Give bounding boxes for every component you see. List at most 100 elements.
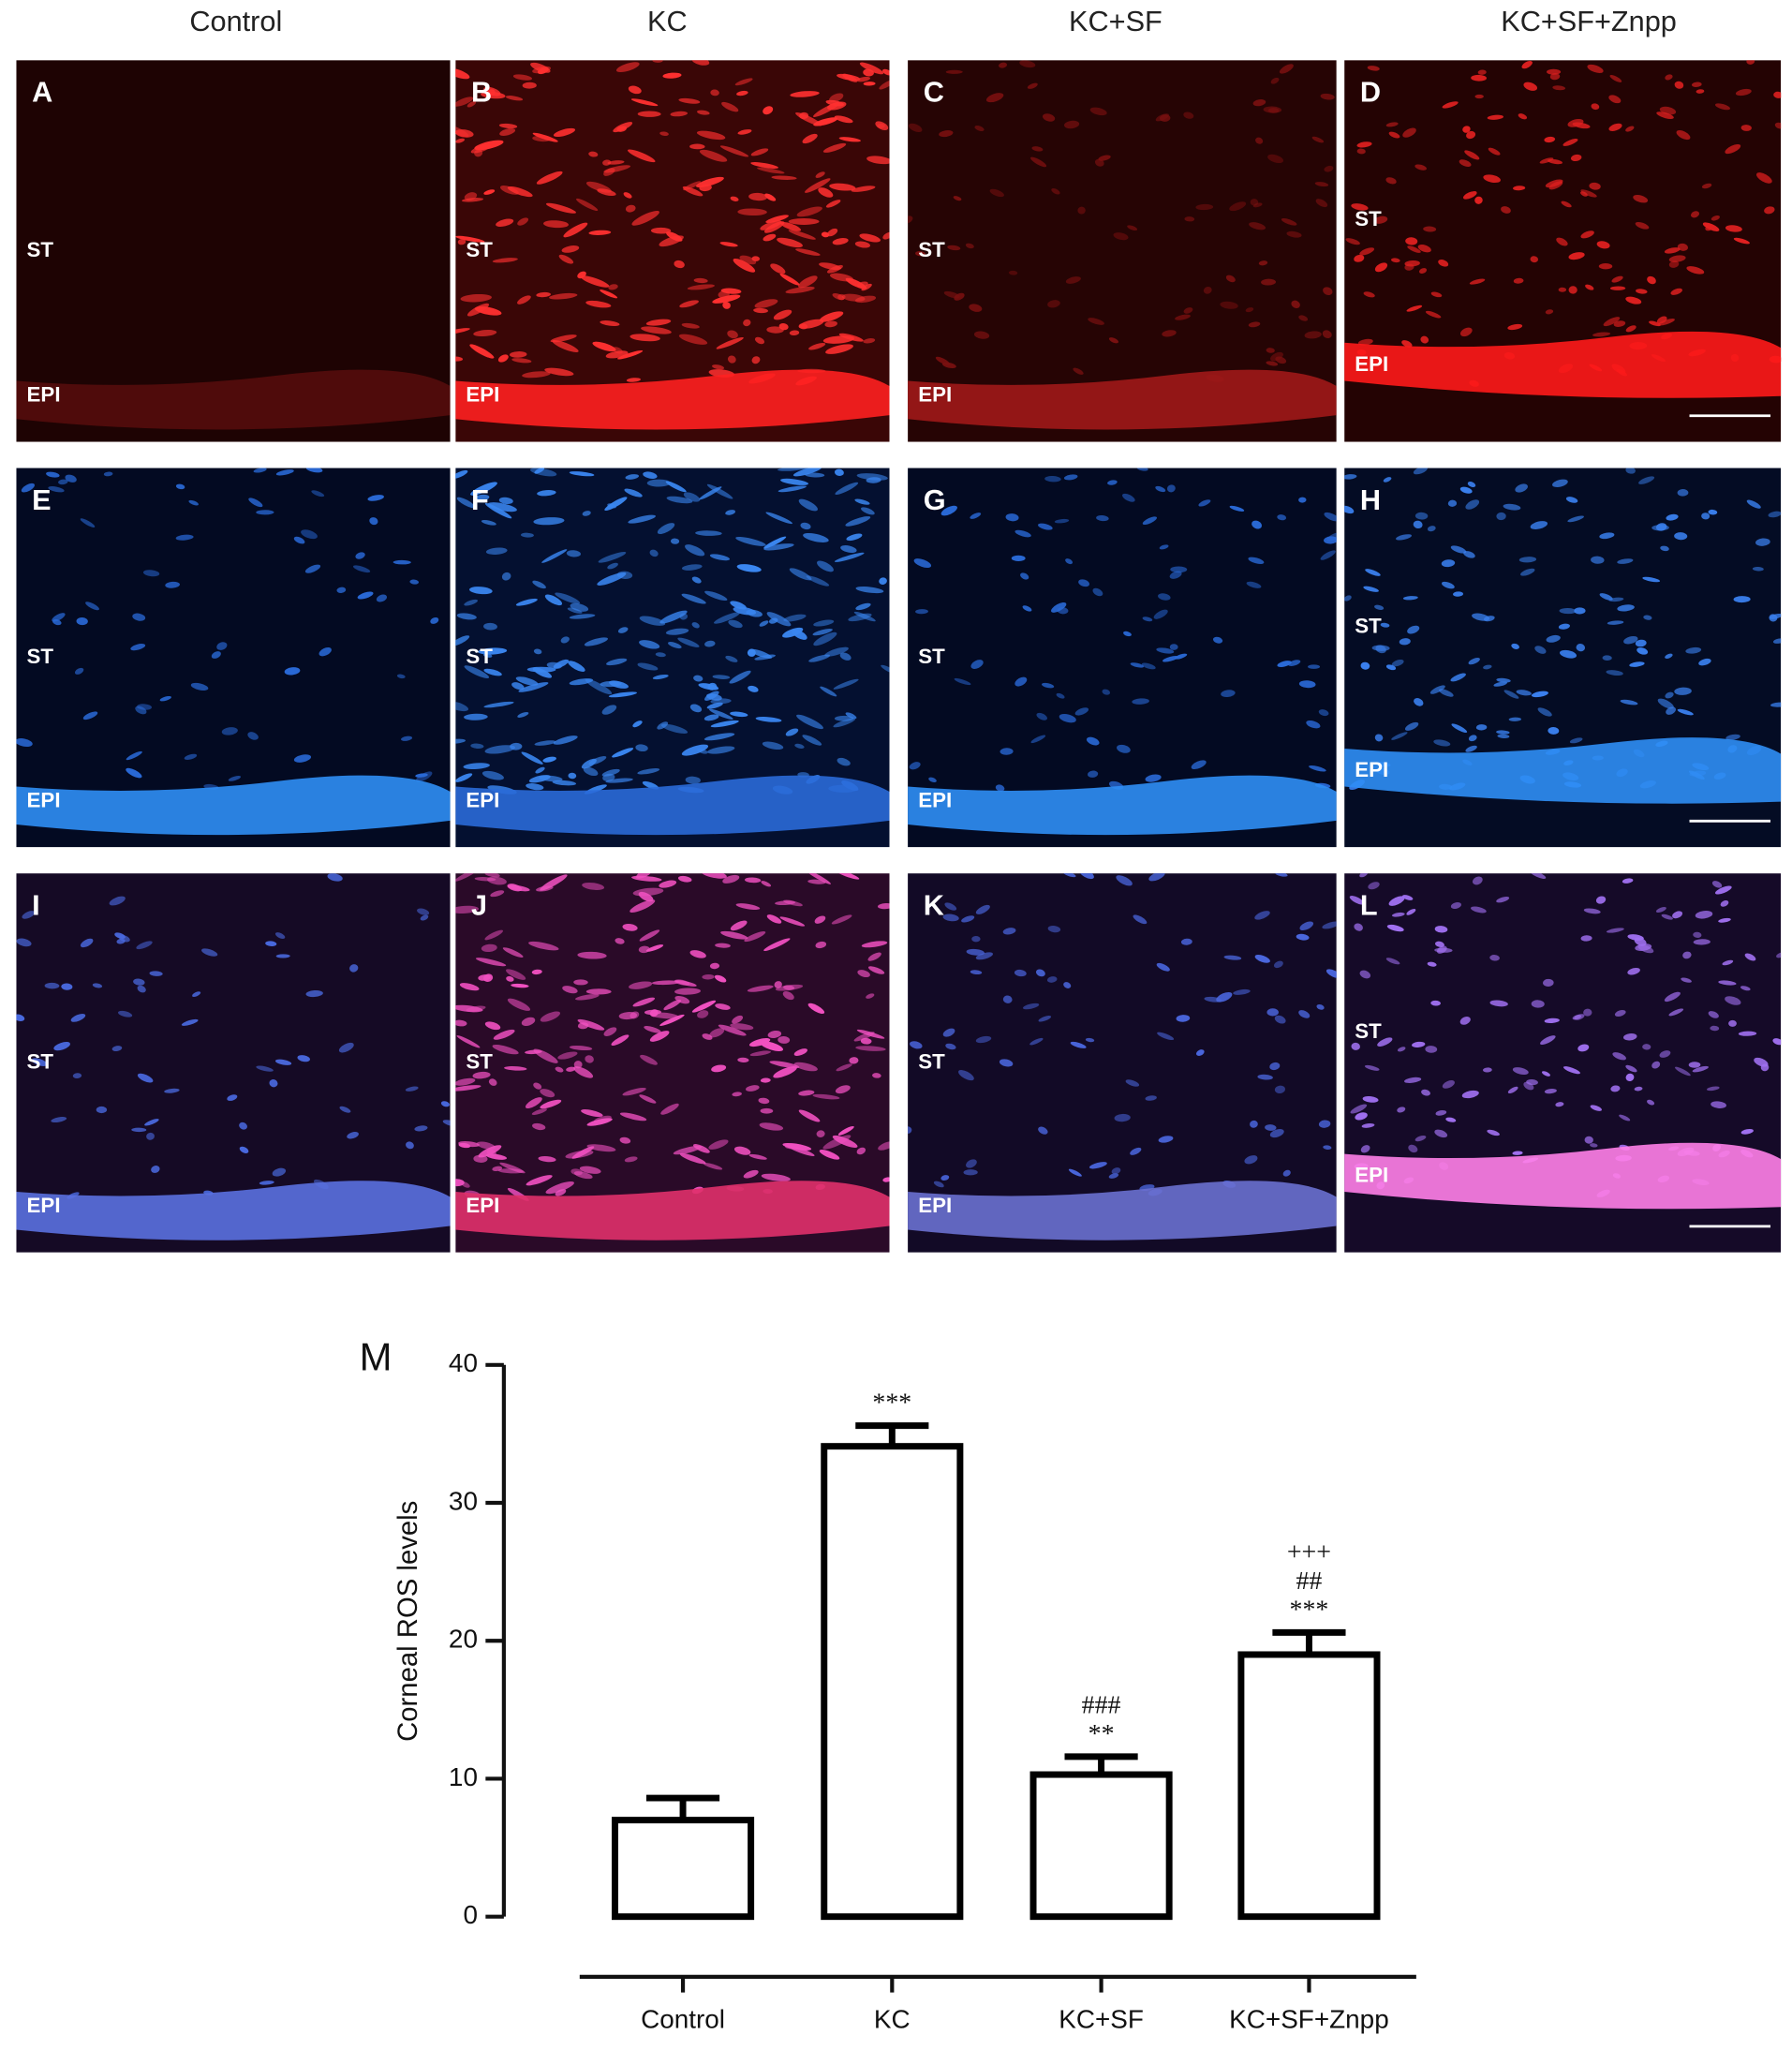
cell — [879, 80, 890, 90]
cell — [1123, 631, 1132, 637]
cell — [625, 204, 636, 213]
cell — [1442, 101, 1459, 109]
cell — [1011, 555, 1026, 561]
cell — [1413, 468, 1428, 475]
cell — [1567, 515, 1584, 523]
cell — [1233, 988, 1251, 995]
cell — [1651, 1061, 1661, 1069]
cell — [1622, 878, 1634, 884]
cell — [511, 358, 532, 364]
cell — [568, 772, 577, 780]
cell — [474, 140, 504, 151]
cell — [1257, 1074, 1273, 1080]
cell — [484, 1021, 501, 1031]
cell — [689, 950, 706, 958]
cell — [1559, 608, 1577, 615]
cell — [643, 471, 658, 479]
cell — [685, 544, 705, 557]
cell — [1266, 1008, 1279, 1017]
cell — [1223, 955, 1242, 960]
cell — [706, 693, 722, 701]
cell — [1390, 258, 1400, 263]
cell — [1054, 518, 1070, 524]
cell — [521, 532, 534, 538]
cell — [455, 635, 470, 646]
cell — [227, 1094, 238, 1101]
cell — [1087, 770, 1099, 778]
cell — [1038, 1016, 1052, 1022]
cell — [1705, 224, 1714, 231]
cell — [833, 678, 859, 690]
cell — [639, 1094, 657, 1104]
cell — [966, 948, 985, 956]
cell — [1354, 254, 1365, 262]
cell — [660, 1103, 679, 1115]
cell — [1070, 1041, 1087, 1048]
cell — [1255, 137, 1264, 144]
x-tick-label: KC — [874, 2005, 911, 2034]
cell — [1089, 107, 1107, 116]
cell — [640, 1054, 658, 1065]
cell — [641, 326, 672, 334]
cell — [1609, 75, 1622, 82]
cell — [1548, 181, 1563, 190]
cell — [597, 188, 616, 197]
cell — [455, 1179, 465, 1187]
cell — [838, 137, 861, 142]
cell — [872, 1073, 881, 1078]
cell — [1156, 962, 1170, 972]
x-tick-label: KC+SF — [1059, 2005, 1144, 2034]
cell — [1482, 1067, 1492, 1073]
cell — [1590, 1143, 1598, 1148]
cell — [531, 1108, 547, 1115]
cell — [585, 1055, 594, 1063]
cell — [117, 1010, 133, 1018]
cell — [1408, 1144, 1418, 1153]
cell — [256, 510, 274, 515]
cell — [698, 683, 719, 691]
cell — [940, 505, 957, 516]
cell — [650, 227, 672, 234]
cell — [1619, 1114, 1631, 1122]
layer-label: ST — [27, 645, 54, 668]
cell — [142, 570, 160, 577]
cell — [1623, 635, 1638, 645]
cell — [1354, 923, 1363, 931]
cell — [529, 468, 557, 477]
cell — [1530, 521, 1548, 529]
cell — [655, 652, 666, 658]
cell — [588, 151, 599, 157]
cell — [1094, 158, 1104, 167]
cell — [629, 334, 660, 342]
cell — [1583, 1008, 1592, 1017]
cell — [1042, 113, 1056, 122]
cell — [537, 490, 556, 497]
cell — [1047, 925, 1061, 933]
cell — [792, 468, 822, 477]
cell — [1602, 655, 1612, 661]
cell — [470, 482, 497, 496]
cell — [1691, 82, 1702, 87]
cell — [1540, 1035, 1556, 1046]
cell — [703, 1163, 723, 1170]
cell — [455, 738, 467, 744]
cell — [1733, 596, 1751, 603]
cell — [1548, 727, 1560, 735]
cell — [1752, 567, 1764, 572]
cell — [613, 122, 633, 133]
cell — [1397, 1047, 1406, 1052]
cell — [1266, 348, 1275, 353]
cell — [1359, 873, 1369, 878]
cell — [691, 622, 700, 629]
cell — [1735, 88, 1752, 97]
panel-letter: C — [924, 76, 944, 109]
cell — [856, 76, 870, 82]
cell — [581, 758, 597, 769]
cell — [461, 198, 484, 202]
cell — [770, 263, 786, 275]
cell — [1344, 474, 1357, 480]
cell — [1176, 1015, 1191, 1022]
cell — [1073, 367, 1084, 375]
cell — [1433, 739, 1451, 747]
cell — [693, 1144, 710, 1153]
